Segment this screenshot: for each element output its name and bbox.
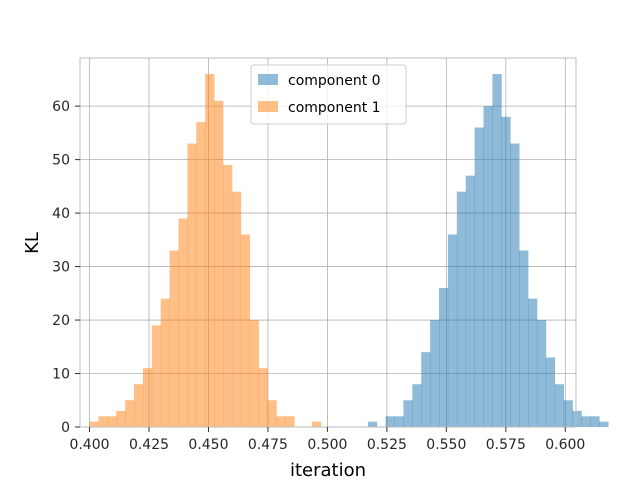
histogram-bar <box>554 384 564 427</box>
histogram-bar <box>285 416 295 427</box>
y-tick-label: 20 <box>52 313 70 329</box>
legend-swatch-component-0 <box>258 74 278 85</box>
legend-label-component-1: component 1 <box>288 100 381 116</box>
histogram-bar <box>572 410 582 427</box>
y-tick-label: 10 <box>52 367 70 383</box>
histogram-bar <box>367 421 378 427</box>
x-tick-label: 0.425 <box>129 437 169 453</box>
histogram-bar <box>385 416 395 427</box>
y-tick-label: 40 <box>52 206 70 222</box>
histogram-bar <box>187 143 197 427</box>
histogram-bar <box>519 250 529 427</box>
histogram-bar <box>590 416 600 427</box>
histogram-bar <box>501 116 511 428</box>
series-component-0 <box>367 74 609 428</box>
histogram-bar <box>527 298 538 427</box>
x-tick-label: 0.550 <box>426 437 466 453</box>
plot-frame <box>79 57 577 428</box>
histogram-bar <box>545 357 556 427</box>
histogram-bar <box>456 191 467 427</box>
histogram-bar <box>439 287 449 427</box>
x-tick-label: 0.600 <box>545 437 585 453</box>
legend-swatch-component-1 <box>258 101 278 112</box>
histogram-bar <box>240 234 251 427</box>
histogram-bar <box>205 74 215 427</box>
histogram-bar <box>510 143 520 427</box>
histogram-bar <box>160 298 170 427</box>
histogram-bar <box>276 416 286 427</box>
histogram-bar <box>311 421 322 427</box>
histogram-bar <box>599 421 609 427</box>
histogram-bar <box>412 384 422 427</box>
histogram-bar <box>125 400 135 427</box>
histogram-bar <box>107 416 117 427</box>
histogram-bar <box>196 122 206 427</box>
histogram-bar <box>89 421 99 427</box>
histogram-bar <box>536 320 547 427</box>
y-tick-label: 60 <box>52 99 70 115</box>
legend-box <box>250 64 407 125</box>
histogram-bar <box>492 74 502 427</box>
x-tick-label: 0.450 <box>188 437 228 453</box>
histogram-bar <box>403 400 413 427</box>
histogram-bar <box>421 352 431 427</box>
histogram-bar <box>151 325 162 427</box>
histogram-bar <box>483 106 493 427</box>
y-tick-label: 0 <box>61 420 70 436</box>
histogram-bar <box>249 320 259 427</box>
y-tick-label: 30 <box>52 260 70 276</box>
histogram-bar <box>430 320 440 427</box>
histogram-bar <box>134 384 144 427</box>
histogram-bar <box>447 234 458 427</box>
histogram-bar <box>474 127 484 428</box>
x-tick-label: 0.525 <box>367 437 407 453</box>
histogram-bar <box>231 191 242 427</box>
histogram-bar <box>563 400 573 427</box>
histogram-bar <box>214 100 224 428</box>
histogram-bars <box>89 74 609 428</box>
histogram-bar <box>142 368 153 427</box>
histogram-bar <box>465 175 476 427</box>
legend: component 0 component 1 <box>250 64 407 125</box>
y-axis-label: KL <box>22 232 43 254</box>
axis-ticks: 0.400 0.425 0.450 0.475 0.500 0.525 0.550 0.575… <box>52 99 585 453</box>
histogram-bar <box>394 416 404 427</box>
y-tick-label: 50 <box>52 153 70 169</box>
histogram-bar <box>581 416 591 427</box>
histogram-bar <box>169 250 179 427</box>
x-tick-label: 0.400 <box>69 437 109 453</box>
series-component-1 <box>89 74 322 428</box>
legend-label-component-0: component 0 <box>288 73 381 89</box>
x-tick-label: 0.575 <box>486 437 526 453</box>
x-tick-label: 0.475 <box>248 437 288 453</box>
x-axis-label: iteration <box>290 460 366 480</box>
histogram-bar <box>222 164 233 427</box>
histogram-bar <box>98 416 108 427</box>
histogram-bar <box>178 218 188 427</box>
histogram-bar <box>267 400 277 427</box>
histogram-bar <box>258 368 268 427</box>
x-tick-label: 0.500 <box>307 437 347 453</box>
histogram-bar <box>116 410 126 427</box>
